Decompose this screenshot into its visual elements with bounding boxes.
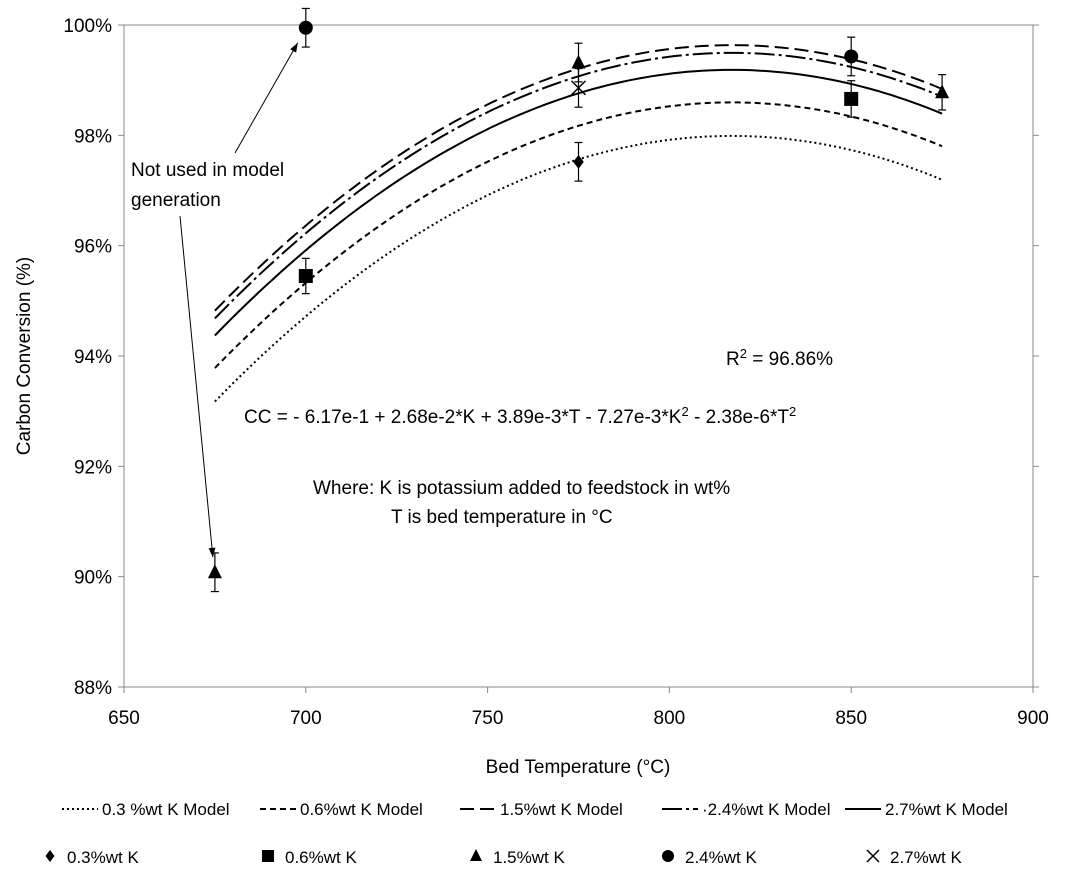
data-point: [935, 84, 950, 99]
y-tick-label: 92%: [74, 457, 112, 478]
legend-marker-label: 0.6%wt K: [285, 848, 357, 867]
legend-marker: [866, 849, 880, 863]
y-tick-label: 90%: [74, 568, 112, 589]
r2-base: R: [726, 349, 740, 370]
data-point: [570, 80, 587, 96]
legend-line-label: 0.6%wt K Model: [300, 800, 423, 819]
y-tick-label: 88%: [74, 678, 112, 699]
x-axis: 650 700 750 800 850 900: [108, 687, 1049, 729]
model-line: [214, 68, 943, 337]
legend-marker-label: 2.4%wt K: [685, 848, 757, 867]
legend-line-label: ·2.4%wt K Model: [702, 800, 831, 819]
legend-marker: [470, 849, 482, 861]
equation-part-b: - 2.38e-6*T: [689, 407, 790, 428]
model-line: [214, 101, 943, 369]
legend-line-label: 0.3 %wt K Model: [102, 800, 230, 819]
annotation-arrow: [234, 42, 299, 154]
y-tick-label: 94%: [74, 347, 112, 368]
equation-superscript-1: 2: [681, 404, 688, 419]
where-line-1: Where: K is potassium added to feedstock…: [313, 478, 730, 499]
equation-superscript-2: 2: [789, 404, 796, 419]
legend-line-label: 1.5%wt K Model: [500, 800, 623, 819]
data-point: [571, 54, 586, 69]
r2-value: = 96.86%: [747, 349, 833, 370]
data-point: [844, 49, 859, 64]
data-point: [573, 154, 584, 169]
legend-line-label: 2.7%wt K Model: [885, 800, 1008, 819]
legend-marker-label: 2.7%wt K: [890, 848, 962, 867]
where-line-2: T is bed temperature in °C: [391, 507, 613, 528]
data-point: [844, 91, 859, 106]
x-axis-label: Bed Temperature (°C): [486, 757, 671, 778]
x-tick-label: 900: [1017, 708, 1049, 729]
model-equation: CC = - 6.17e-1 + 2.68e-2*K + 3.89e-3*T -…: [244, 404, 796, 428]
x-tick-label: 700: [290, 708, 322, 729]
x-tick-label: 800: [654, 708, 686, 729]
annotation-arrows: [179, 42, 299, 558]
annotation-not-used-line1: Not used in model: [131, 160, 284, 181]
data-point: [207, 564, 222, 579]
legend-marker: [662, 850, 674, 862]
data-point: [298, 269, 313, 284]
arrowhead: [208, 547, 216, 558]
legend-marker-label: 1.5%wt K: [493, 848, 565, 867]
legend-marker: [45, 850, 55, 862]
equation-part-a: CC = - 6.17e-1 + 2.68e-2*K + 3.89e-3*T -…: [244, 407, 682, 428]
x-tick-label: 750: [472, 708, 504, 729]
legend-models: 0.3 %wt K Model 0.6%wt K Model 1.5%wt K Mo…: [62, 800, 1008, 819]
data-points: [207, 7, 950, 593]
plot-area: [123, 24, 1034, 688]
legend-measurements: 0.3%wt K 0.6%wt K 1.5%wt K 2.4%wt K 2.7%wt K: [45, 848, 962, 867]
arrowhead: [290, 42, 298, 53]
y-tick-label: 98%: [74, 126, 112, 147]
legend-marker-label: 0.3%wt K: [67, 848, 139, 867]
x-tick-label: 850: [835, 708, 867, 729]
y-tick-label: 100%: [63, 16, 112, 37]
y-tick-label: 96%: [74, 237, 112, 258]
y-axis: 88% 90% 92% 94% 96% 98% 100%: [63, 16, 1039, 699]
r2-superscript: 2: [740, 346, 747, 361]
r-squared-annotation: R2 = 96.86%: [726, 346, 833, 370]
x-tick-label: 650: [108, 708, 140, 729]
annotation-not-used-line2: generation: [131, 190, 221, 211]
annotation-arrow: [179, 215, 214, 558]
data-point: [298, 20, 313, 35]
y-axis-label: Carbon Conversion (%): [14, 257, 35, 456]
legend-marker: [262, 850, 274, 862]
